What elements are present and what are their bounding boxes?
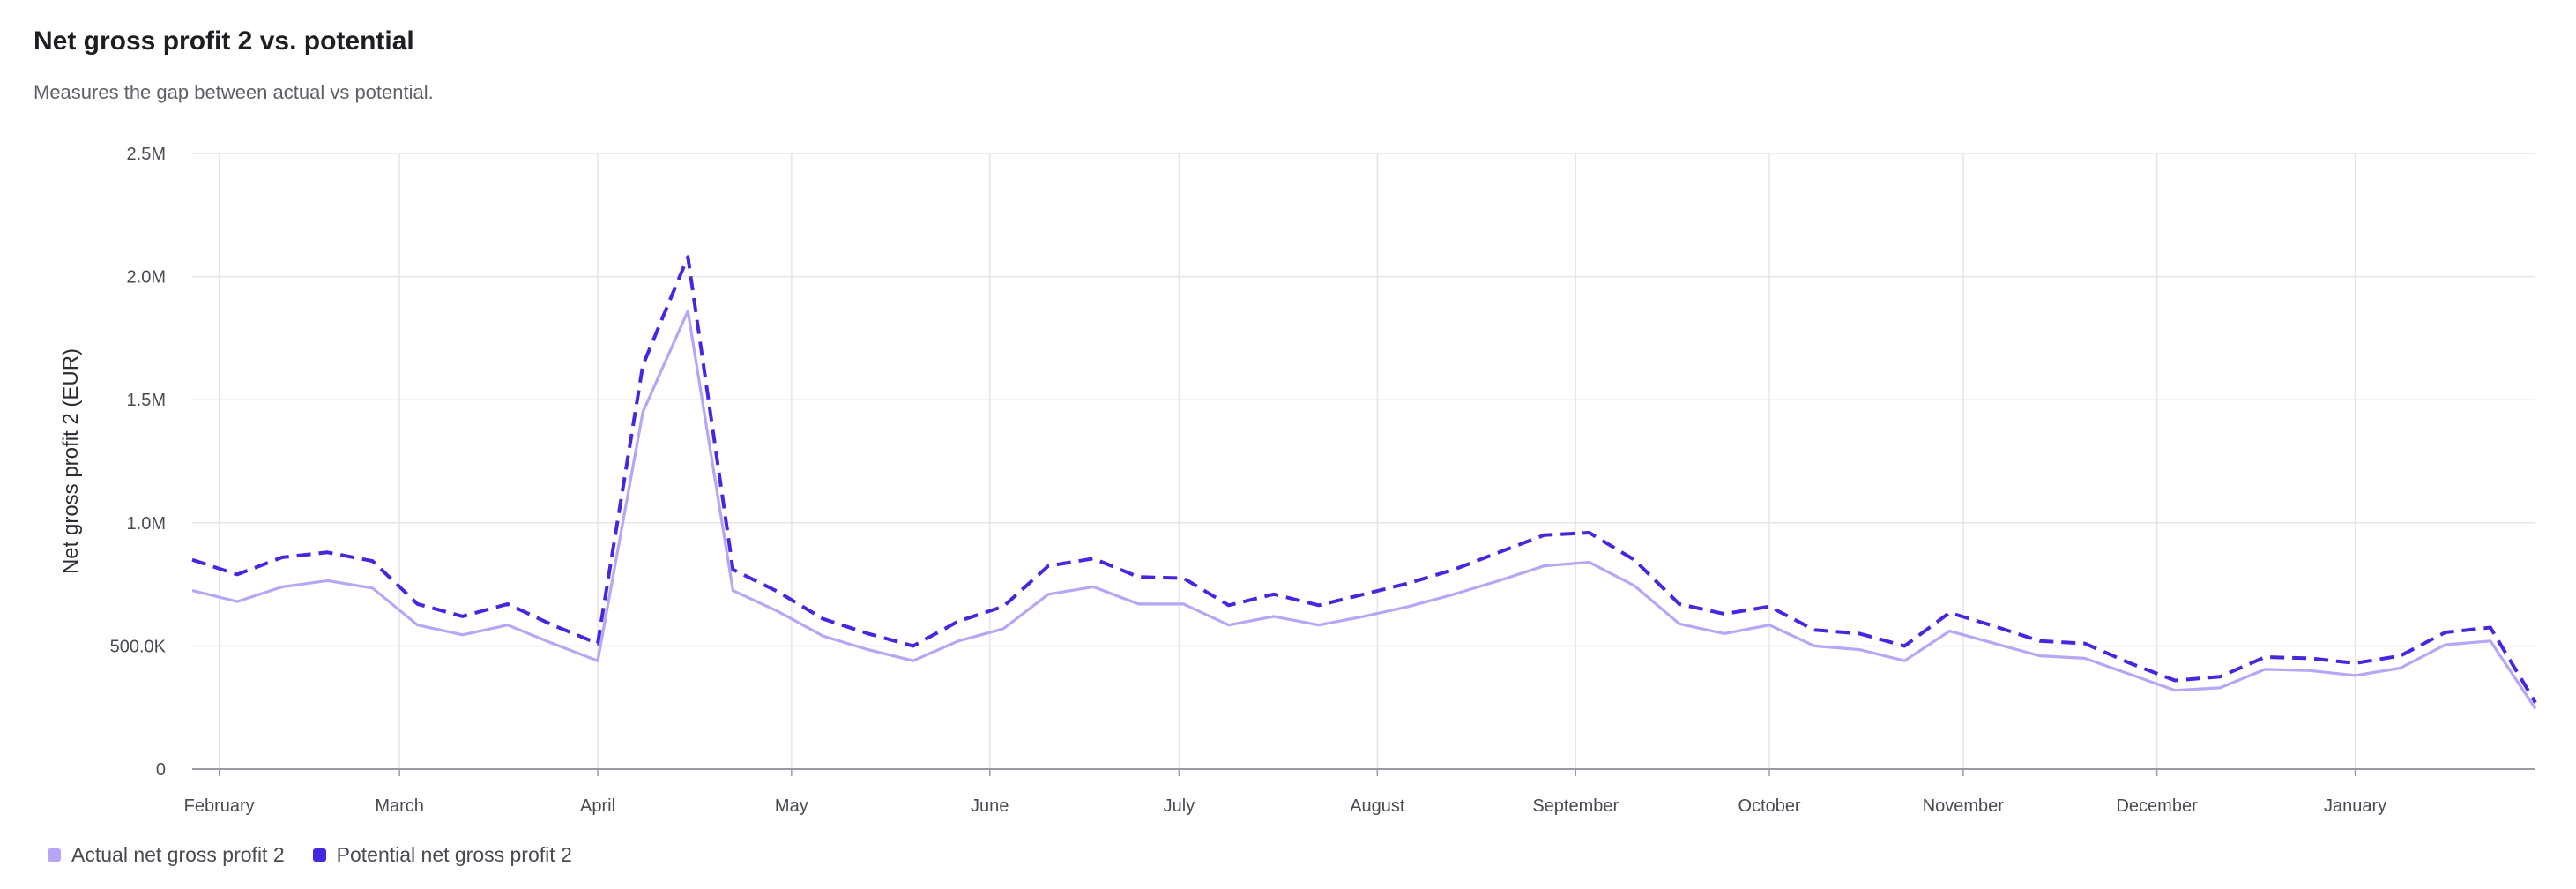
y-tick-label: 2.5M (127, 145, 166, 164)
y-tick-label: 1.0M (127, 514, 166, 534)
x-tick-label: September (1532, 796, 1619, 816)
x-tick-label: February (184, 796, 255, 816)
y-tick-label: 500.0K (110, 637, 167, 656)
y-tick-label: 1.5M (127, 391, 166, 410)
x-tick-label: January (2324, 796, 2386, 816)
legend-item-actual[interactable]: Actual net gross profit 2 (48, 843, 285, 867)
x-tick-label: December (2116, 796, 2198, 816)
legend-label-actual: Actual net gross profit 2 (71, 843, 285, 866)
chart-title: Net gross profit 2 vs. potential (34, 26, 414, 56)
x-tick-label: May (775, 796, 808, 816)
legend-swatch-actual (48, 848, 61, 862)
y-axis-label: Net gross profit 2 (EUR) (59, 348, 83, 574)
x-tick-label: November (1923, 796, 2005, 816)
legend-swatch-potential (312, 848, 326, 862)
grid-layer (192, 153, 2535, 769)
x-tick-label: August (1350, 796, 1405, 816)
series-layer (191, 255, 2537, 710)
x-tick-label: July (1164, 796, 1195, 816)
x-tick-label: June (971, 796, 1009, 816)
y-tick-label: 2.0M (127, 268, 166, 288)
series-line-potential (191, 255, 2537, 704)
series-line-actual (191, 310, 2537, 710)
x-tick-label: March (375, 796, 424, 816)
legend-label-potential: Potential net gross profit 2 (336, 843, 572, 866)
x-tick-label: April (580, 796, 615, 816)
x-tick-label: October (1738, 796, 1800, 816)
axis-layer: 0 500.0K 1.0M 1.5M 2.0M 2.5M February March Apri… (59, 145, 2535, 816)
legend-item-potential[interactable]: Potential net gross profit 2 (312, 843, 572, 867)
y-tick-label: 0 (156, 760, 166, 780)
chart-subtitle: Measures the gap between actual vs poten… (34, 81, 434, 103)
chart-legend: Actual net gross profit 2 Potential net … (48, 843, 572, 867)
